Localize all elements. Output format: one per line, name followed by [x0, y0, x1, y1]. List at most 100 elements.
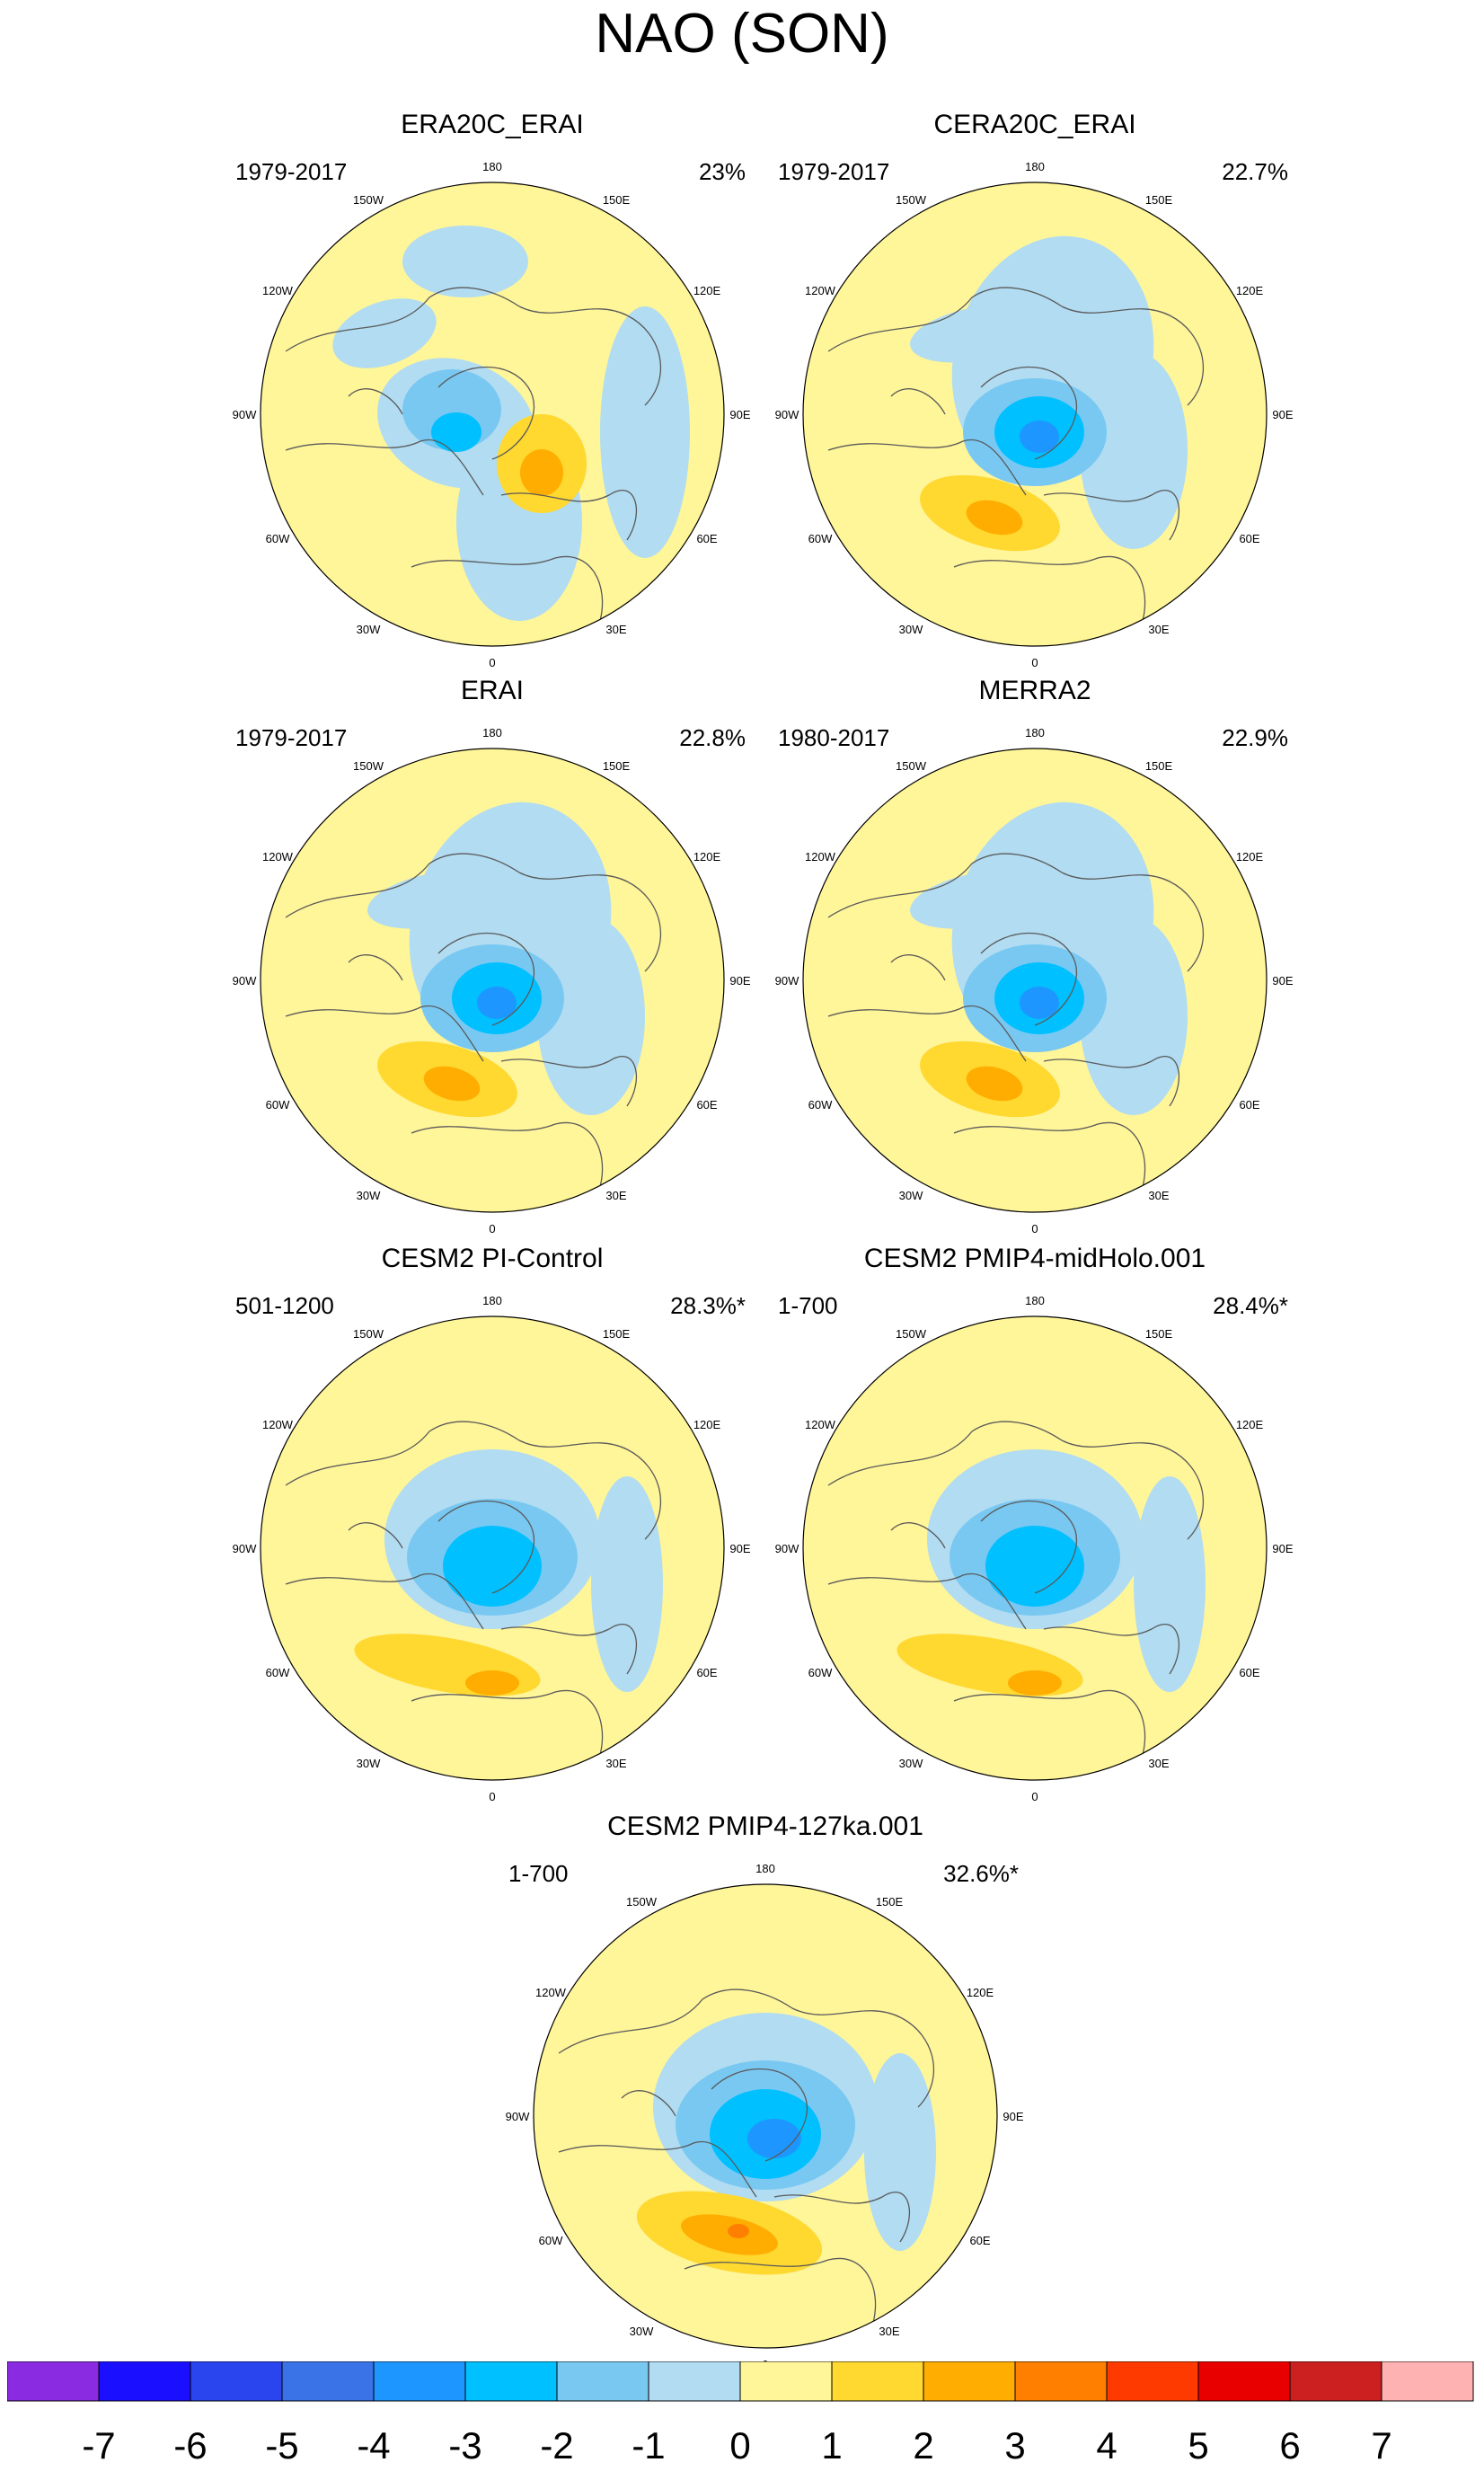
colorbar-swatch: [831, 2361, 924, 2402]
map-panel-cesm2-midholo: CESM2 PMIP4-midHolo.001 1-700 28.4%* 180…: [774, 1244, 1295, 1803]
longitude-label: 30W: [357, 1189, 381, 1202]
orange-anomaly: [465, 1670, 519, 1696]
longitude-label: 90E: [729, 974, 750, 988]
panel-title: CERA20C_ERAI: [933, 110, 1136, 139]
longitude-label: 90W: [775, 408, 799, 421]
panel-period: 1-700: [508, 1860, 569, 1887]
figure-title: NAO (SON): [595, 3, 889, 65]
coastline: [827, 1421, 1063, 1486]
longitude-label: 150W: [353, 1327, 384, 1341]
coastline: [890, 954, 946, 981]
colorbar-swatch: [373, 2361, 466, 2402]
colorbar-tick-label: 5: [1188, 2424, 1208, 2467]
blue-anomaly: [477, 987, 517, 1019]
longitude-label: 150W: [896, 1327, 927, 1341]
map-border: [802, 182, 1268, 647]
panel-title: MERRA2: [978, 676, 1091, 705]
coastline: [500, 1623, 638, 1675]
colorbar-swatch: [1106, 2361, 1199, 2402]
polar-map: 180 150E 120E 90E 60E 30E 0 30W 60W 90W 120W 150W: [775, 160, 1294, 669]
colorbar-tick-label: 3: [1004, 2424, 1025, 2467]
coastline: [411, 1121, 604, 1188]
coastline: [1061, 1439, 1205, 1540]
map-panel-cesm2-pi-control: CESM2 PI-Control 501-1200 28.3%* 180 150E…: [232, 1244, 753, 1803]
longitude-label: 150W: [896, 759, 927, 773]
coastline: [437, 932, 534, 1026]
coastline: [1061, 872, 1205, 972]
longitude-label: 90W: [506, 2110, 530, 2123]
longitude-label: 150E: [603, 1327, 631, 1341]
colorbar-swatch: [1289, 2361, 1382, 2402]
longitude-label: 120W: [805, 284, 836, 297]
coastline: [980, 366, 1077, 460]
longitude-label: 60E: [1239, 1666, 1259, 1679]
map-panel-erai: ERAI 1979-2017 22.8% 180 150E 120E 90E 60E 30…: [232, 676, 753, 1236]
coastline: [827, 1005, 1027, 1062]
colorbar-tick-label: -6: [173, 2424, 207, 2467]
longitude-label: 90W: [233, 974, 257, 988]
coastline: [827, 853, 1063, 918]
longitude-label: 120E: [1236, 850, 1264, 864]
longitude-label: 120E: [967, 1986, 994, 1999]
polar-map: 180 150E 120E 90E 60E 30E 0 30W 60W 90W 120W 150W: [233, 160, 751, 669]
longitude-label: 30E: [879, 2325, 899, 2338]
coastline: [827, 287, 1063, 352]
longitude-label: 30W: [357, 1757, 381, 1770]
longitude-label: 60E: [696, 1098, 717, 1112]
colorbar-tick-label: 1: [821, 2424, 842, 2467]
longitude-label: 120W: [805, 1418, 836, 1431]
map-border: [260, 748, 725, 1213]
colorbar-swatch: [556, 2361, 649, 2402]
longitude-label: 90E: [1272, 974, 1293, 988]
colorbar: -7 -6 -5 -4 -3 -2 -1 0 1 2 3 4 5 6 7: [7, 2361, 1474, 2467]
longitude-label: 0: [489, 656, 495, 669]
blue-anomaly: [600, 306, 690, 558]
panel-period: 1-700: [778, 1292, 838, 1319]
coastline: [773, 2191, 911, 2243]
coastline: [558, 1989, 793, 2054]
panel-variance: 28.3%*: [670, 1292, 746, 1319]
longitude-label: 150E: [876, 1895, 904, 1909]
coastline: [953, 1121, 1146, 1188]
panel-title: CESM2 PI-Control: [381, 1244, 604, 1273]
coastline: [437, 1500, 534, 1594]
blue-anomaly: [1134, 1476, 1206, 1692]
coastline: [621, 2090, 676, 2117]
orange-anomaly: [966, 1066, 1023, 1102]
map-panel-era20c-erai: ERA20C_ERAI 1979-2017 23% 180 150E 120E 90E…: [232, 110, 753, 669]
longitude-label: 120E: [1236, 284, 1264, 297]
coastline: [518, 872, 662, 972]
blue-anomaly: [864, 2053, 936, 2251]
blue-anomaly: [985, 1526, 1084, 1607]
longitude-label: 30W: [899, 1757, 923, 1770]
colorbar-swatch: [1197, 2361, 1291, 2402]
coastline: [285, 1421, 520, 1486]
coastline: [348, 1522, 403, 1549]
longitude-label: 120W: [535, 1986, 567, 1999]
coastline: [285, 1005, 484, 1062]
panel-title: CESM2 PMIP4-midHolo.001: [863, 1244, 1206, 1273]
longitude-label: 30W: [630, 2325, 654, 2338]
longitude-label: 90W: [775, 1542, 799, 1555]
longitude-label: 180: [482, 1294, 502, 1307]
colorbar-swatch: [281, 2361, 375, 2402]
coastline: [558, 2140, 757, 2198]
coastline: [518, 306, 662, 406]
colorbar-tick-label: -1: [632, 2424, 665, 2467]
polar-map: 180 150E 120E 90E 60E 30E 0 30W 60W 90W 120W 150W: [233, 1294, 751, 1803]
longitude-label: 150E: [603, 193, 631, 207]
orange-anomaly: [423, 1066, 481, 1102]
longitude-label: 90W: [233, 408, 257, 421]
longitude-label: 60W: [808, 532, 833, 545]
coastline: [953, 555, 1146, 622]
longitude-label: 60E: [696, 532, 717, 545]
coastline: [827, 1572, 1027, 1630]
coastline: [285, 853, 520, 918]
longitude-label: 120W: [262, 850, 294, 864]
coastline: [791, 2007, 935, 2108]
coastline: [1061, 306, 1205, 406]
panel-title: CESM2 PMIP4-127ka.001: [607, 1811, 923, 1841]
polar-map: 180 150E 120E 90E 60E 30E 0 30W 60W 90W 120W 150W: [775, 1294, 1294, 1803]
coastline: [890, 1522, 946, 1549]
coastline: [684, 2257, 877, 2324]
